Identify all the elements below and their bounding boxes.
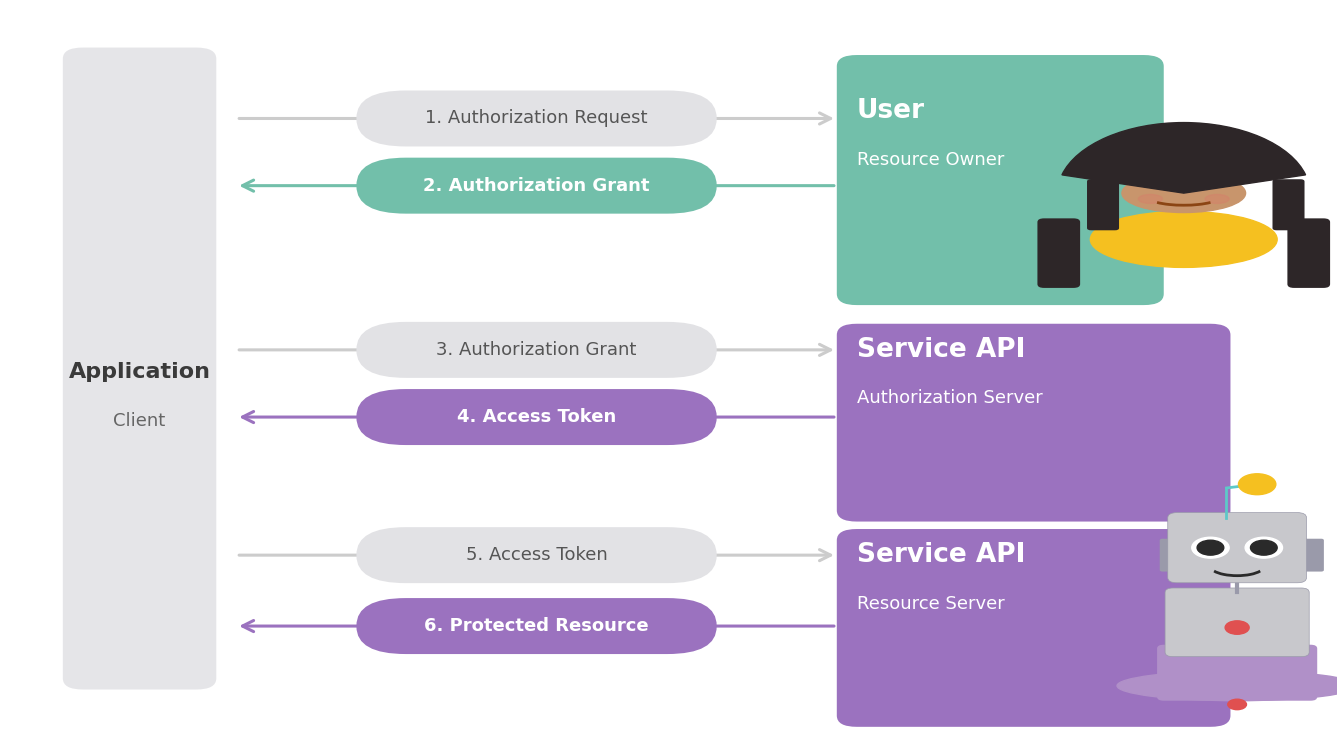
Ellipse shape xyxy=(1122,174,1246,213)
Circle shape xyxy=(1250,540,1277,555)
Text: 2. Authorization Grant: 2. Authorization Grant xyxy=(423,177,650,195)
Ellipse shape xyxy=(1118,671,1340,701)
FancyBboxPatch shape xyxy=(1167,513,1306,583)
FancyBboxPatch shape xyxy=(1273,179,1305,230)
FancyBboxPatch shape xyxy=(1087,179,1119,230)
Circle shape xyxy=(1225,621,1249,634)
FancyBboxPatch shape xyxy=(356,527,717,583)
Ellipse shape xyxy=(1139,195,1162,204)
FancyBboxPatch shape xyxy=(1156,644,1317,701)
Ellipse shape xyxy=(1205,195,1229,204)
FancyBboxPatch shape xyxy=(1298,538,1324,572)
FancyBboxPatch shape xyxy=(1288,218,1331,288)
FancyBboxPatch shape xyxy=(356,322,717,378)
FancyBboxPatch shape xyxy=(356,158,717,214)
Text: User: User xyxy=(856,98,925,124)
FancyBboxPatch shape xyxy=(836,324,1230,522)
FancyBboxPatch shape xyxy=(63,47,216,690)
Circle shape xyxy=(1238,474,1276,495)
Ellipse shape xyxy=(1091,211,1277,268)
Text: 3. Authorization Grant: 3. Authorization Grant xyxy=(437,341,636,359)
Wedge shape xyxy=(1061,123,1305,193)
FancyBboxPatch shape xyxy=(836,55,1163,305)
Text: Resource Server: Resource Server xyxy=(856,595,1005,613)
Ellipse shape xyxy=(1245,537,1282,558)
FancyBboxPatch shape xyxy=(356,389,717,445)
Text: Service API: Service API xyxy=(856,337,1025,363)
Circle shape xyxy=(1197,540,1223,555)
Ellipse shape xyxy=(1191,537,1229,558)
FancyBboxPatch shape xyxy=(1037,218,1080,288)
FancyBboxPatch shape xyxy=(836,529,1230,727)
Text: 1. Authorization Request: 1. Authorization Request xyxy=(425,110,647,128)
Circle shape xyxy=(1227,699,1246,710)
FancyBboxPatch shape xyxy=(1164,588,1309,656)
Text: Application: Application xyxy=(68,362,210,382)
Text: Resource Owner: Resource Owner xyxy=(856,150,1004,168)
Text: 4. Access Token: 4. Access Token xyxy=(457,408,616,426)
Text: 6. Protected Resource: 6. Protected Resource xyxy=(425,617,649,635)
Text: Service API: Service API xyxy=(856,542,1025,569)
Text: Client: Client xyxy=(114,412,166,430)
Text: 5. Access Token: 5. Access Token xyxy=(466,546,607,564)
FancyBboxPatch shape xyxy=(1159,538,1185,572)
FancyBboxPatch shape xyxy=(356,90,717,147)
FancyBboxPatch shape xyxy=(356,598,717,654)
Text: Authorization Server: Authorization Server xyxy=(856,390,1043,408)
